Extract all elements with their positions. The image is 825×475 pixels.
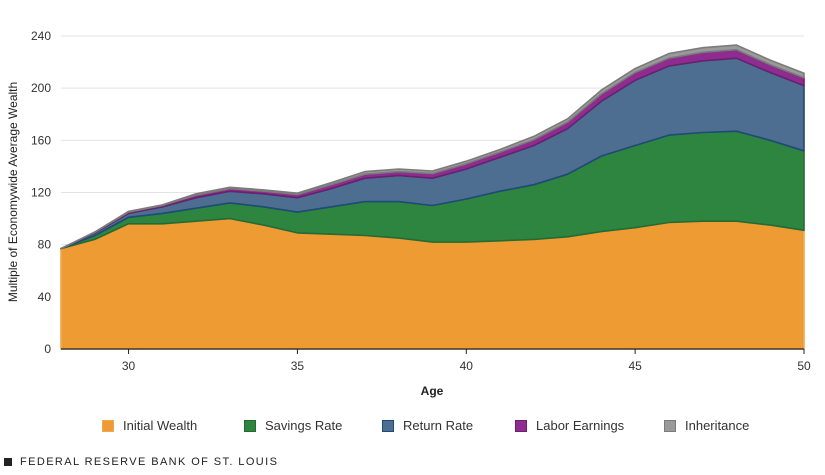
legend: Initial Wealth Savings Rate Return Rate Lab… [0,418,825,438]
y-axis-title: Multiple of Economywide Average Wealth [6,82,20,302]
legend-item-inheritance: Inheritance [664,418,749,433]
y-tick-label-0: 0 [44,342,51,356]
legend-label: Return Rate [403,418,474,433]
legend-swatch [515,419,527,432]
area-inheritance [60,44,805,250]
legend-swatch [664,419,676,432]
footer: FEDERAL RESERVE BANK OF ST. LOUIS [4,456,278,468]
y-tick-label-120: 120 [31,186,51,200]
y-tick-label-240: 240 [31,29,51,43]
legend-swatch [102,419,114,432]
x-tick-label-30: 30 [122,359,136,373]
x-axis-title: Age [421,384,444,398]
y-tick-label-160: 160 [31,133,51,147]
legend-swatch [244,419,256,432]
legend-item-savings-rate: Savings Rate [244,418,342,433]
legend-item-initial-wealth: Initial Wealth [102,418,197,433]
footer-source: FEDERAL RESERVE BANK OF ST. LOUIS [20,456,279,468]
stacked-area-chart: 0 40 80 120 160 200 240 30 35 40 45 50 Age Multipl… [6,29,811,398]
legend-label: Labor Earnings [536,418,625,433]
y-tick-labels: 0 40 80 120 160 200 240 [31,29,51,356]
x-tick-label-40: 40 [460,359,474,373]
legend-label: Inheritance [685,418,750,433]
x-tick-label-35: 35 [291,359,305,373]
area-series [60,44,805,350]
legend-item-return-rate: Return Rate [382,418,473,433]
y-tick-label-40: 40 [38,290,52,304]
legend-swatch [382,419,394,432]
x-tick-labels: 30 35 40 45 50 [122,349,811,373]
legend-label: Initial Wealth [123,418,198,433]
y-tick-label-200: 200 [31,81,51,95]
x-tick-label-45: 45 [628,359,642,373]
y-tick-label-80: 80 [38,238,52,252]
x-tick-label-50: 50 [797,359,811,373]
footer-square-icon [4,458,12,466]
legend-label: Savings Rate [265,418,343,433]
legend-item-labor-earnings: Labor Earnings [515,418,624,433]
